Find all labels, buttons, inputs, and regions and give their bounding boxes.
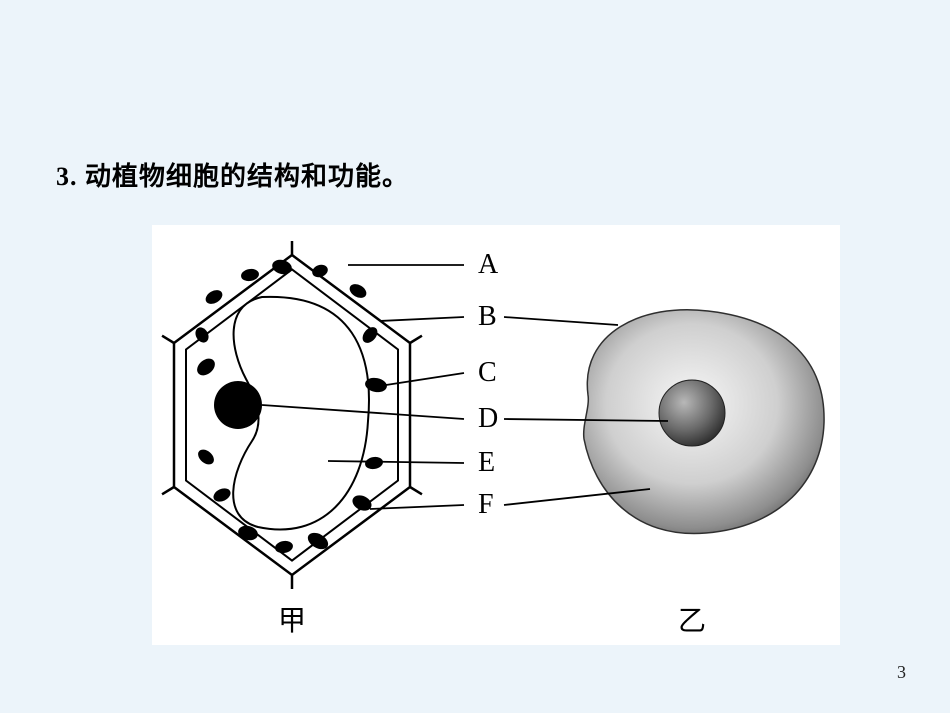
slide: 3. 动植物细胞的结构和功能。 ABCDEF 甲 乙 3: [0, 0, 950, 713]
heading: 3. 动植物细胞的结构和功能。: [56, 156, 409, 193]
svg-text:D: D: [478, 403, 498, 434]
svg-text:乙: 乙: [678, 606, 706, 637]
svg-text:F: F: [478, 489, 494, 520]
svg-text:E: E: [478, 447, 495, 478]
cell-diagram-svg: ABCDEF 甲 乙: [152, 225, 840, 645]
svg-text:B: B: [478, 301, 497, 332]
svg-text:甲: 甲: [278, 606, 306, 637]
cell-diagram-figure: ABCDEF 甲 乙: [152, 225, 840, 645]
svg-text:C: C: [478, 357, 497, 388]
page-number: 3: [897, 662, 906, 683]
svg-text:A: A: [478, 249, 499, 280]
